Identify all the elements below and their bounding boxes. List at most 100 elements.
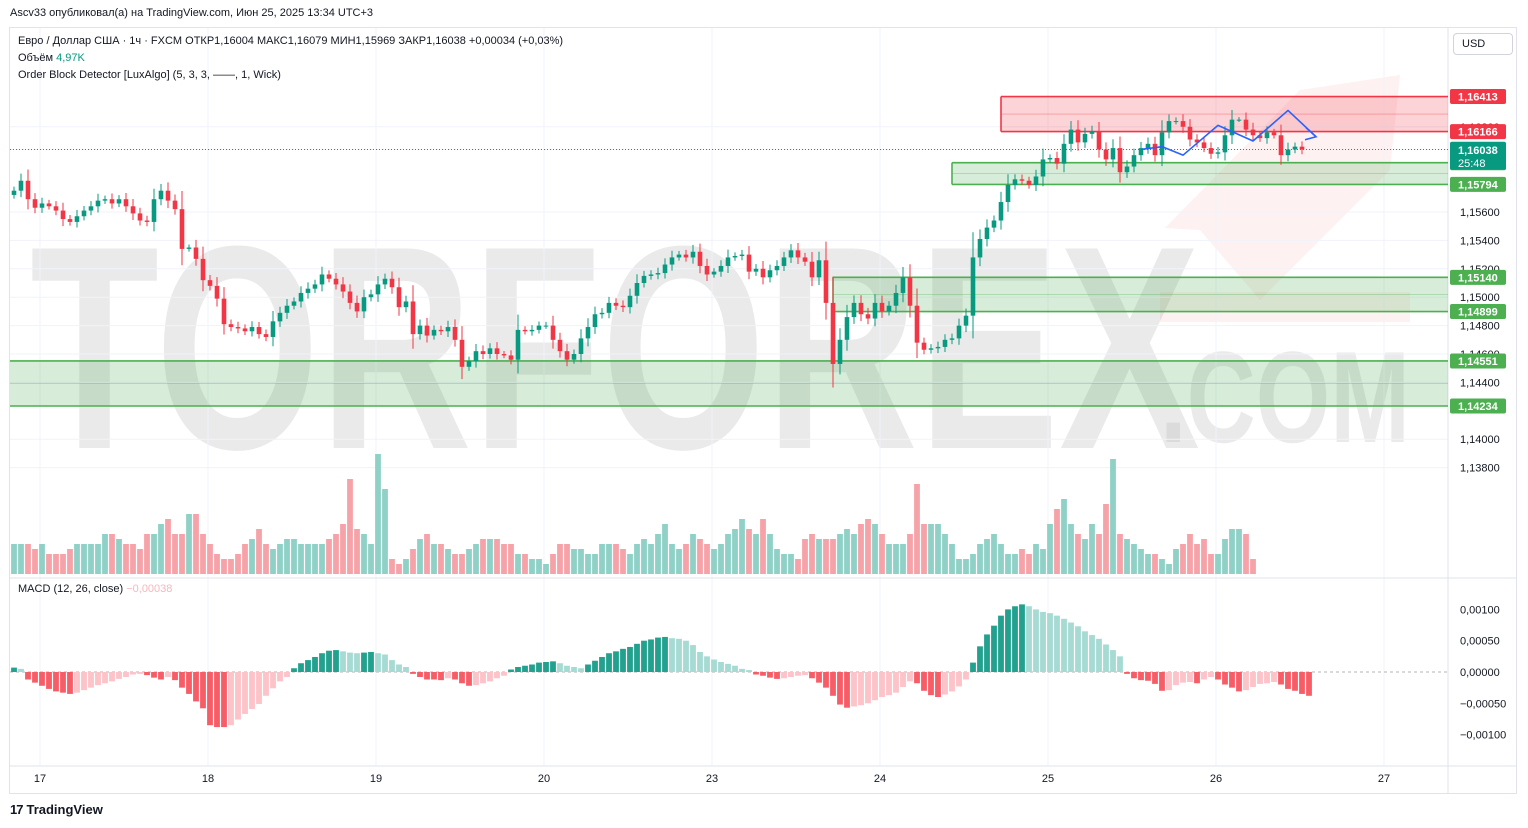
macd-bar (557, 663, 563, 672)
macd-bar (1159, 672, 1165, 691)
volume-bar (928, 524, 934, 574)
volume-bar (711, 549, 717, 574)
candle-body (382, 278, 388, 285)
macd-bar (109, 672, 115, 682)
macd-bar (718, 661, 724, 672)
time-tick-label: 18 (202, 773, 214, 785)
candle-body (410, 301, 416, 335)
macd-bar (1173, 672, 1179, 686)
candle-body (830, 302, 836, 364)
candle-body (368, 294, 374, 298)
macd-bar (1110, 650, 1116, 672)
volume-bar (32, 549, 38, 574)
macd-bar (438, 672, 444, 681)
volume-bar (151, 534, 157, 574)
macd-bar (655, 637, 661, 672)
candle-body (207, 280, 213, 286)
macd-bar (585, 664, 591, 672)
volume-bar (361, 534, 367, 574)
candle-body (1285, 149, 1291, 156)
volume-bar (788, 554, 794, 574)
macd-bar (452, 672, 458, 680)
macd-value: −0,00038 (126, 583, 173, 595)
volume-bar (1054, 509, 1060, 574)
projection-path (1140, 109, 1318, 156)
candle-body (942, 339, 948, 347)
macd-bar (683, 640, 689, 672)
volume-bar (1173, 549, 1179, 574)
candle-body (305, 288, 311, 293)
candle-body (312, 284, 318, 289)
volume-bar (655, 534, 661, 574)
candle-body (11, 190, 17, 195)
volume-bar (1229, 529, 1235, 574)
macd-bar (333, 650, 339, 672)
indicator-legend[interactable]: Order Block Detector [LuxAlgo] (5, 3, 3,… (18, 69, 281, 81)
volume-bar (1068, 524, 1074, 574)
candle-body (1222, 135, 1228, 153)
macd-bar (760, 672, 766, 676)
macd-legend[interactable]: MACD (12, 26, close) −0,00038 (18, 583, 172, 595)
volume-bar (844, 529, 850, 574)
candle-body (1292, 146, 1298, 150)
macd-bar (865, 672, 871, 704)
macd-bar (802, 672, 808, 676)
volume-bars (11, 454, 1256, 574)
volume-bar (1215, 554, 1221, 574)
candle-body (865, 314, 871, 319)
volume-bar (893, 544, 899, 574)
volume-bar (697, 539, 703, 574)
volume-bar (116, 539, 122, 574)
macd-bar (543, 661, 549, 672)
tradingview-logo[interactable]: 17 TradingView (10, 802, 103, 817)
candle-body (333, 278, 339, 285)
macd-bar (1292, 672, 1298, 691)
volume-legend[interactable]: Объём 4,97K (18, 52, 85, 64)
candle-body (1124, 166, 1130, 173)
watermark-main: TORFOREX (30, 186, 1201, 510)
volume-bar (501, 544, 507, 574)
volume-bar (858, 524, 864, 574)
macd-bar (515, 666, 521, 672)
volume-bar (277, 544, 283, 574)
volume-bar (445, 549, 451, 574)
macd-tick-label: −0,00100 (1460, 730, 1506, 742)
volume-bar (137, 549, 143, 574)
price-label-text: 1,16166 (1458, 127, 1498, 139)
candle-body (18, 180, 24, 191)
macd-bar (1026, 606, 1032, 672)
candle-body (270, 321, 276, 337)
volume-bar (494, 539, 500, 574)
candle-body (683, 254, 689, 258)
candle-body (1040, 159, 1046, 177)
macd-bar (1082, 631, 1088, 672)
volume-bar (67, 549, 73, 574)
volume-bar (963, 559, 969, 574)
candle-body (1194, 139, 1200, 143)
price-label-box (1450, 269, 1506, 285)
candle-body (879, 302, 885, 312)
macd-bar (606, 653, 612, 672)
macd-bar (354, 653, 360, 672)
candle-body (32, 199, 38, 208)
currency-button[interactable]: USD (1453, 33, 1513, 55)
candle-body (1180, 121, 1186, 127)
candle-body (963, 315, 969, 326)
volume-bar (977, 544, 983, 574)
candle-body (389, 278, 395, 288)
volume-bar (879, 534, 885, 574)
candle-body (851, 302, 857, 318)
price-label-text: 1,15794 (1458, 179, 1499, 191)
volume-bar (837, 534, 843, 574)
candle-body (900, 277, 906, 293)
volume-bar (935, 524, 941, 574)
symbol-legend[interactable]: Евро / Доллар США · 1ч · FXCM ОТКР1,1600… (18, 35, 563, 47)
macd-bar (697, 651, 703, 672)
macd-bar (32, 672, 38, 683)
macd-bar (263, 672, 269, 696)
volume-bar (46, 554, 52, 574)
macd-tick-label: 0,00100 (1460, 604, 1500, 616)
volume-bar (256, 529, 262, 574)
macd-bar (137, 672, 143, 674)
